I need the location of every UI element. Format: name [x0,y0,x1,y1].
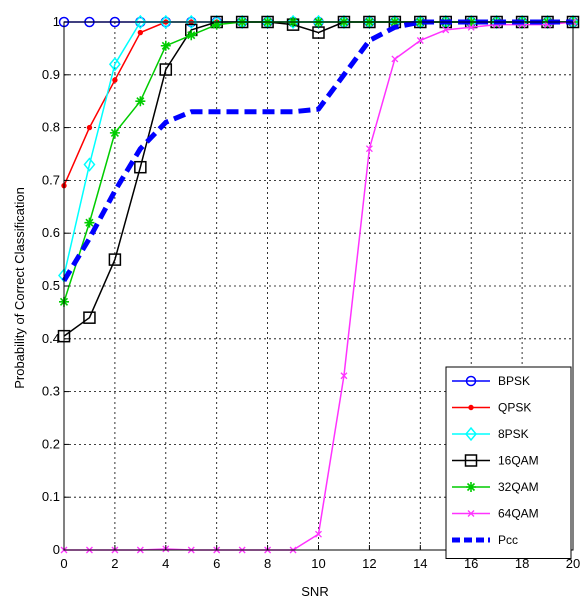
data-point-32qam [135,96,146,107]
data-point-64qam [391,55,399,63]
legend-marker-64qam [467,510,475,517]
x-tick-label: 6 [213,556,220,571]
data-point-32qam [160,40,171,51]
y-tick-label: 0.5 [42,278,60,293]
x-tick-label: 14 [413,556,427,571]
legend-label-bpsk: BPSK [498,374,530,388]
series-line-pcc [61,19,573,283]
series-pcc [61,19,573,283]
legend-label-32qam: 32QAM [498,480,539,494]
y-tick-label: 0 [53,542,60,557]
y-tick-label: 0.9 [42,67,60,82]
x-tick-label: 18 [515,556,529,571]
data-point-16qam [83,311,96,324]
data-point-64qam [416,37,424,44]
y-tick-label: 0.3 [42,384,60,399]
data-point-8psk [83,157,96,172]
data-point-16qam [159,63,173,76]
data-point-64qam [340,372,348,380]
data-point-32qam [84,217,95,228]
data-point-32qam [186,30,197,41]
x-tick-label: 0 [60,556,67,571]
data-point-8psk [134,14,147,30]
x-tick-label: 20 [566,556,580,571]
data-point-qpsk [112,77,118,83]
legend-marker-qpsk [468,404,474,411]
x-tick-label: 10 [311,556,325,571]
y-tick-label: 1 [53,14,60,29]
y-tick-label: 0.6 [42,225,60,240]
data-point-qpsk [86,124,93,131]
data-point-64qam [442,26,450,34]
y-tick-label: 0.1 [42,489,60,504]
data-point-64qam [467,23,475,31]
legend-label-64qam: 64QAM [498,507,539,521]
legend-marker-bpsk [465,375,477,387]
x-tick-label: 8 [264,556,271,571]
legend-label-8psk: 8PSK [498,427,529,441]
legend-box [445,366,572,559]
legend-label-qpsk: QPSK [498,401,531,415]
y-tick-label: 0.7 [42,172,60,187]
data-point-16qam [312,26,325,39]
legend: BPSK QPSK 8PSK 16QAM 32QAM 64QAM Pcc [445,366,572,559]
data-point-64qam [365,145,373,153]
data-point-8psk [287,14,300,30]
x-axis-label: SNR [301,584,328,599]
data-point-16qam [108,253,122,266]
legend-marker-8psk [465,426,477,442]
tick-labels: 0 2 4 6 8 10 12 14 16 18 20 0 0.1 0.2 0.3 0.4 0.5 0.6 0.7 0… [42,14,580,571]
x-tick-label: 12 [362,556,376,571]
data-point-16qam [134,160,147,174]
x-tick-label: 2 [111,556,118,571]
data-point-qpsk [137,29,144,36]
data-point-8psk [108,57,121,72]
y-axis-label: Probability of Correct Classification [12,187,27,389]
y-tick-label: 0.4 [42,331,60,346]
data-point-32qam [109,127,120,138]
legend-marker-16qam [464,454,478,467]
legend-marker-32qam [466,482,476,492]
x-tick-label: 4 [162,556,169,571]
data-point-8psk [159,14,172,30]
y-tick-label: 0.2 [42,436,60,451]
x-tick-label: 16 [464,556,478,571]
data-point-32qam [211,19,222,30]
data-point-64qam [315,530,322,538]
legend-label-pcc: Pcc [498,533,518,547]
data-point-8psk [312,14,325,30]
legend-label-16qam: 16QAM [498,454,539,468]
data-point-8psk [185,14,198,30]
y-tick-label: 0.8 [42,120,60,135]
